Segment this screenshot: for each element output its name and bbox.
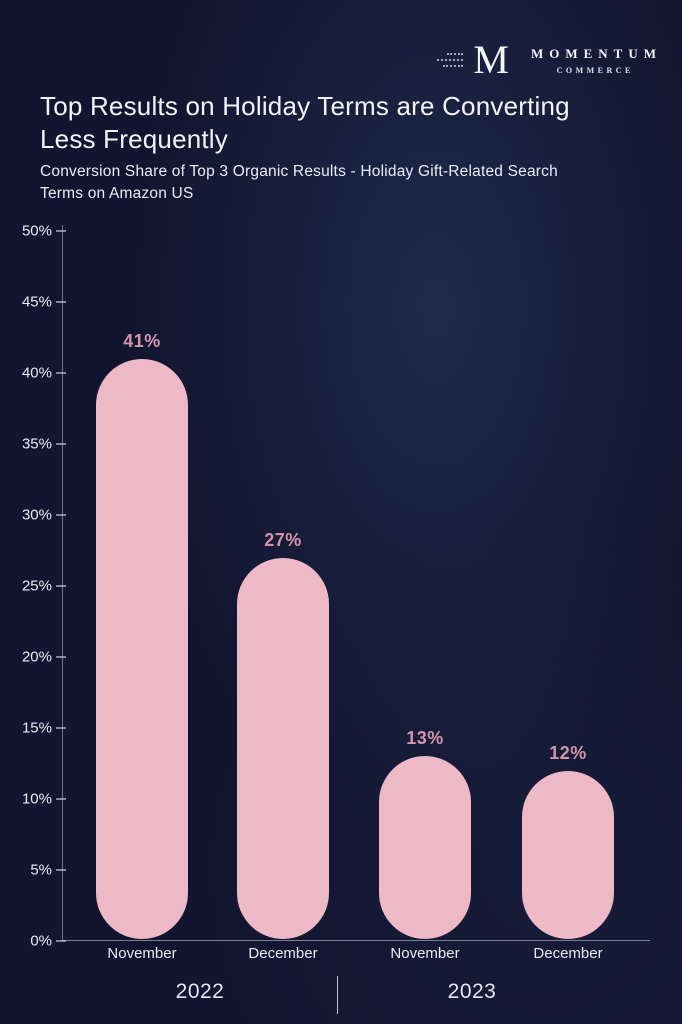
y-tick-label: 10% [21,790,52,808]
bar-value-label: 41% [123,330,161,351]
y-tick-mark [56,443,66,445]
bar-december-2023 [522,770,614,939]
y-tick-label: 45% [21,293,52,311]
year-group-label: 2022 [175,980,225,1003]
x-category-label: December [248,945,318,962]
y-tick-label: 20% [21,648,52,666]
y-axis-line [62,225,63,941]
page-title: Top Results on Holiday Terms are Convert… [40,91,570,155]
x-category-label: November [107,945,177,962]
logo-brand-name: MOMENTUM [530,45,662,61]
bar-value-label: 12% [549,742,587,763]
page-subtitle: Conversion Share of Top 3 Organic Result… [40,163,558,203]
y-tick-label: 35% [21,435,52,453]
bar-november-2022 [96,358,188,939]
year-group-divider [337,976,338,1014]
x-category-label: November [390,945,460,962]
y-tick-label: 0% [30,932,52,950]
logo-speed-lines-icon [437,53,467,67]
y-tick-mark [56,940,66,942]
y-tick-label: 15% [21,719,52,737]
logo-wordmark: MOMENTUM COMMERCE [525,46,662,75]
bar-value-label: 13% [406,728,444,749]
y-tick-mark [56,301,66,303]
y-tick-label: 5% [30,861,52,879]
y-tick-label: 40% [21,364,52,382]
y-tick-mark [56,585,66,587]
momentum-commerce-logo: M MOMENTUM COMMERCE [437,40,662,80]
x-category-label: December [533,945,603,962]
y-tick-mark [56,514,66,516]
y-tick-label: 25% [21,577,52,595]
year-group-label: 2023 [447,980,497,1003]
y-tick-mark [56,656,66,658]
bar-november-2023 [379,756,471,939]
logo-brand-subname: COMMERCE [556,65,634,75]
y-tick-mark [56,727,66,729]
y-tick-mark [56,869,66,871]
bar-value-label: 27% [264,529,302,550]
y-tick-mark [56,230,66,232]
logo-monogram: M [473,37,509,82]
bar-december-2022 [237,557,329,939]
x-axis-line [62,940,650,941]
y-tick-mark [56,372,66,374]
y-tick-label: 50% [21,222,52,240]
y-tick-mark [56,798,66,800]
y-tick-label: 30% [21,506,52,524]
